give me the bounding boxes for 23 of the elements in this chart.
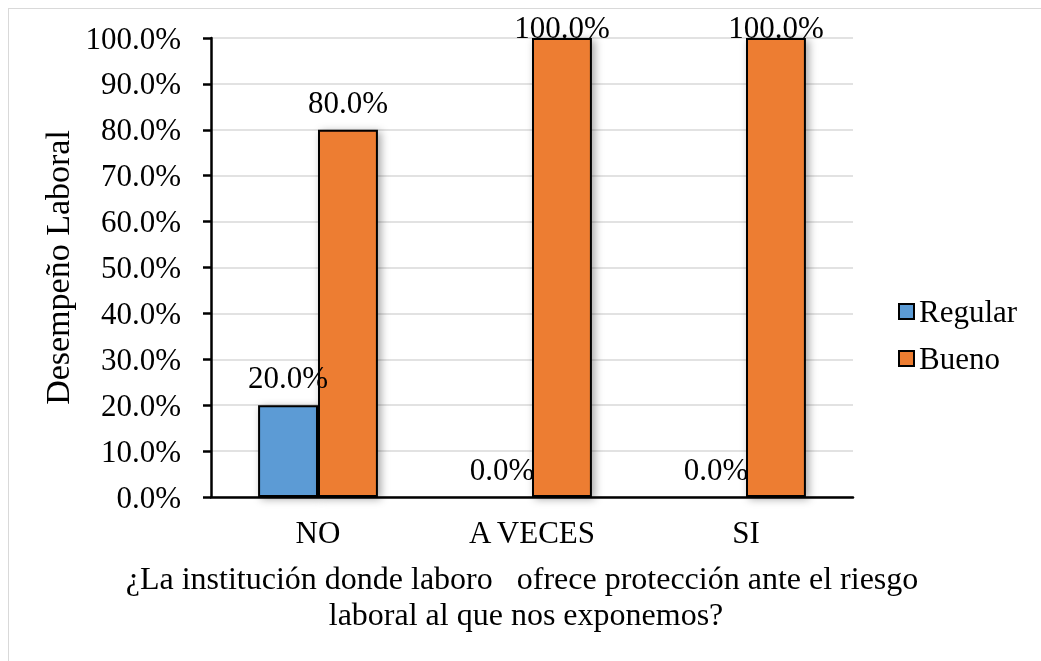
y-tick-label: 0.0% [116, 479, 181, 515]
y-axis-title: Desempeño Laboral [39, 130, 77, 405]
y-tick-label: 50.0% [100, 250, 181, 285]
x-tick-label: SI [732, 515, 760, 550]
y-tick-label: 30.0% [100, 341, 181, 377]
y-tick-label: 90.0% [100, 66, 181, 102]
y-tick-label: 100.0% [85, 20, 181, 56]
data-label: 0.0% [683, 451, 749, 487]
data-label: 100.0% [728, 10, 824, 45]
y-tick-label: 40.0% [100, 295, 181, 331]
y-tick-label: 10.0% [100, 433, 181, 469]
legend-label: Regular [919, 294, 1018, 329]
x-axis-title: ¿La institución donde laboro ofrece protección ante el riesgo laboral al que nos exponemos? [125, 560, 927, 632]
data-label: 80.0% [307, 84, 388, 120]
y-tick-label: 70.0% [100, 158, 181, 194]
data-label: 0.0% [469, 451, 535, 487]
y-tick-label: 80.0% [100, 112, 181, 148]
legend-label: Bueno [919, 341, 1000, 376]
x-tick-label: NO [295, 515, 341, 550]
data-label: 100.0% [514, 10, 610, 45]
x-tick-label: A VECES [468, 515, 596, 550]
y-tick-label: 60.0% [100, 204, 181, 240]
y-tick-label: 20.0% [100, 387, 181, 423]
